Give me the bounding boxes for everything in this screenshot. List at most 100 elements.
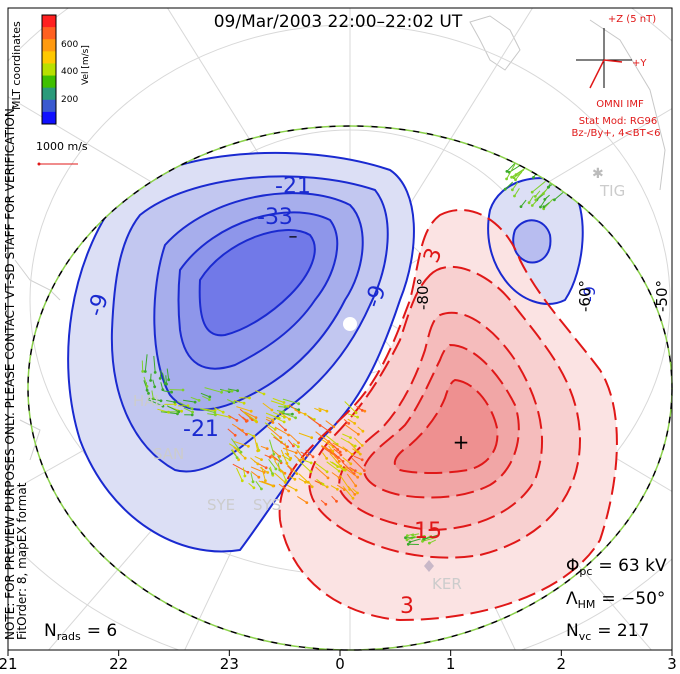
vector-arrow xyxy=(289,434,299,444)
vector-arrow xyxy=(331,495,337,502)
vector-arrow xyxy=(514,188,520,197)
vector-arrow xyxy=(152,379,156,387)
vector-arrow xyxy=(333,444,339,450)
vector-arrow xyxy=(160,382,164,390)
vector-arrow xyxy=(296,449,304,459)
vector-arrow xyxy=(352,488,358,494)
vector-arrow xyxy=(349,466,356,472)
vector-arrow xyxy=(314,480,322,484)
station-label: TIG xyxy=(599,182,625,200)
vector-arrow xyxy=(305,449,314,458)
vector-arrow xyxy=(513,172,522,179)
vector-arrow xyxy=(545,166,552,175)
vector-arrow xyxy=(236,467,243,481)
vector-arrow xyxy=(321,439,334,448)
vector-arrow xyxy=(260,445,268,450)
vector-arrow xyxy=(226,399,235,404)
vector-origin xyxy=(190,413,194,417)
vector-arrow xyxy=(531,180,546,193)
vector-arrow xyxy=(348,440,359,453)
contour-label: -21 xyxy=(275,174,311,199)
vector-arrow xyxy=(265,418,274,423)
vector-arrow xyxy=(300,451,308,456)
vector-arrow xyxy=(271,449,281,457)
vector-arrow xyxy=(340,437,356,447)
vector-arrow xyxy=(276,410,284,413)
colorbar-segment xyxy=(42,39,56,52)
vector-arrow xyxy=(258,480,274,487)
imf-condition-label: Bz-/By+, 4<BT<6 xyxy=(571,128,660,139)
vector-arrow xyxy=(250,471,260,478)
mlt-tick-label: 21 xyxy=(0,655,18,673)
vector-arrow xyxy=(143,376,148,387)
potential-min-marker: – xyxy=(289,226,298,247)
vector-arrow xyxy=(231,423,243,431)
vector-arrow xyxy=(242,467,246,477)
vector-arrow xyxy=(265,412,280,419)
vector-arrow xyxy=(270,400,289,407)
vector-origin xyxy=(173,400,177,404)
vector-arrow xyxy=(274,472,286,483)
vector-arrow xyxy=(255,390,265,395)
vector-arrow xyxy=(346,473,357,487)
imf-vector xyxy=(589,59,605,89)
radar-stations: HAL SAN SYE SYS KER TIG ✱ xyxy=(133,166,625,593)
fitorder-label: FitOrder: 8, mapEX format xyxy=(15,482,29,640)
colorbar-segment xyxy=(42,51,56,64)
vector-origin xyxy=(163,382,167,385)
vector-arrow xyxy=(277,455,282,462)
vector-arrow xyxy=(281,454,291,461)
vector-arrow xyxy=(227,428,236,436)
vector-arrow xyxy=(286,484,297,491)
mlt-tick-label: 3 xyxy=(667,655,677,673)
vector-arrow xyxy=(520,199,527,207)
nvc-stat: Nvc = 217 xyxy=(566,621,649,643)
vector-arrow xyxy=(221,389,233,392)
vector-arrow xyxy=(329,461,338,468)
vector-arrow xyxy=(274,417,285,423)
vector-arrow xyxy=(282,447,297,454)
vector-arrow xyxy=(253,434,259,451)
vector-arrow xyxy=(357,426,364,432)
vector-origin xyxy=(167,378,171,382)
vector-arrow xyxy=(148,397,162,402)
vector-arrow xyxy=(422,537,437,542)
vector-arrow xyxy=(269,439,275,455)
vector-arrow xyxy=(351,457,365,471)
vector-arrow xyxy=(213,407,224,413)
vector-arrow xyxy=(356,405,363,411)
coastlines xyxy=(14,15,666,461)
colorbar-tick: 600 xyxy=(61,40,78,50)
vector-arrow xyxy=(280,411,296,419)
vector-arrow xyxy=(329,448,340,462)
vector-arrow xyxy=(314,462,328,473)
vector-arrow xyxy=(544,194,550,200)
imf-y-label: +Y xyxy=(632,58,647,69)
vector-arrow xyxy=(331,461,344,471)
vector-arrow xyxy=(423,536,433,540)
vector-arrow xyxy=(308,481,313,488)
vector-arrow xyxy=(347,418,355,424)
vector-arrow xyxy=(316,478,324,485)
vector-arrow xyxy=(272,397,285,403)
station-label: SYS xyxy=(253,496,281,514)
vector-arrow xyxy=(343,419,350,424)
vector-arrow xyxy=(326,461,340,472)
colorbar-frame xyxy=(41,14,57,125)
vector-arrow xyxy=(274,460,282,472)
coords-label: MLT coordinates xyxy=(10,21,23,110)
vector-scale-label: 1000 m/s xyxy=(36,140,88,153)
chart-title: 09/Mar/2003 22:00–22:02 UT xyxy=(214,12,463,32)
vector-arrow xyxy=(342,462,355,475)
mlt-tick-label: 23 xyxy=(220,655,239,673)
vector-arrow xyxy=(298,477,306,483)
vector-arrow xyxy=(233,441,249,447)
vector-arrow xyxy=(544,158,556,171)
vector-arrow xyxy=(151,390,154,399)
contour-label: -33 xyxy=(257,205,293,230)
vector-scale: 1000 m/s xyxy=(36,140,88,166)
colorbar-segment xyxy=(42,15,56,28)
vector-arrow xyxy=(190,396,200,401)
vector-arrow xyxy=(333,448,342,456)
vector-arrow xyxy=(344,424,359,435)
